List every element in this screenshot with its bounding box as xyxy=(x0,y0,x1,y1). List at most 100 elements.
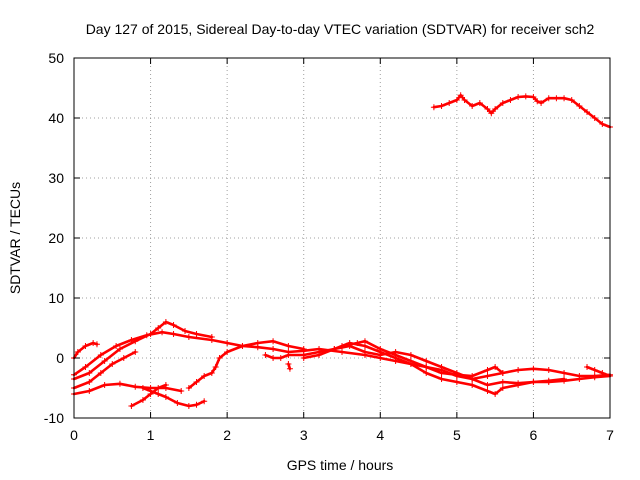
data-point xyxy=(499,370,506,376)
x-tick-label: 4 xyxy=(376,427,384,443)
data-point xyxy=(286,365,293,372)
data-point xyxy=(461,97,468,103)
data-point xyxy=(97,352,104,358)
data-point xyxy=(576,103,583,109)
series-trace-8 xyxy=(185,338,307,391)
data-point xyxy=(488,110,495,117)
data-point xyxy=(584,109,591,115)
series-trace-7 xyxy=(139,385,208,409)
data-point xyxy=(545,95,552,102)
data-point xyxy=(492,364,499,370)
data-point xyxy=(591,115,598,121)
x-axis-label: GPS time / hours xyxy=(287,457,394,473)
data-point xyxy=(116,346,123,352)
data-point xyxy=(561,370,568,376)
data-series xyxy=(71,92,613,409)
series-line xyxy=(187,339,305,390)
data-point xyxy=(438,103,445,109)
data-point xyxy=(162,319,169,325)
data-point xyxy=(438,364,445,370)
data-point xyxy=(469,382,476,388)
data-point xyxy=(534,98,541,105)
x-tick-label: 5 xyxy=(453,427,461,443)
data-point xyxy=(507,97,514,103)
y-tick-label: 20 xyxy=(48,230,64,246)
data-point xyxy=(438,370,445,376)
data-point xyxy=(499,379,506,385)
data-point xyxy=(484,382,491,388)
data-point xyxy=(599,370,606,376)
series-line xyxy=(432,93,612,129)
data-point xyxy=(361,349,368,355)
data-point xyxy=(499,385,506,391)
series-line xyxy=(72,330,612,381)
data-point xyxy=(170,331,177,337)
data-point xyxy=(116,380,123,387)
data-point xyxy=(193,331,200,337)
data-point xyxy=(185,403,192,409)
data-point xyxy=(530,379,537,385)
data-point xyxy=(484,373,491,379)
data-point xyxy=(285,361,292,367)
data-point xyxy=(469,103,476,109)
series-line xyxy=(585,365,612,378)
data-point xyxy=(407,352,414,358)
data-point xyxy=(599,121,606,127)
data-point xyxy=(254,340,261,346)
data-point xyxy=(568,97,575,103)
data-point xyxy=(584,364,591,370)
data-point xyxy=(331,346,338,352)
data-point xyxy=(101,382,108,388)
data-point xyxy=(113,343,120,349)
data-point xyxy=(170,322,177,328)
data-point xyxy=(277,355,284,361)
grid-lines xyxy=(74,58,610,418)
data-point xyxy=(239,343,246,349)
data-point xyxy=(159,329,166,336)
data-point xyxy=(216,355,223,361)
data-point xyxy=(469,373,476,379)
series-trace-2 xyxy=(71,340,100,361)
data-point xyxy=(300,355,307,361)
data-point xyxy=(515,382,522,388)
data-point xyxy=(90,340,97,346)
data-point xyxy=(132,338,139,345)
data-point xyxy=(361,338,368,345)
data-point xyxy=(201,373,208,379)
data-point xyxy=(178,388,185,394)
data-point xyxy=(270,355,277,361)
data-point xyxy=(139,397,146,403)
series-trace-14 xyxy=(285,361,293,372)
data-point xyxy=(162,394,169,400)
data-point xyxy=(285,352,292,358)
data-point xyxy=(212,364,219,370)
data-point xyxy=(484,367,491,373)
data-point xyxy=(561,376,568,382)
chart-title: Day 127 of 2015, Sidereal Day-to-day VTE… xyxy=(86,21,595,37)
data-point xyxy=(132,349,139,355)
x-tick-labels: 0 1 2 3 4 5 6 7 xyxy=(70,427,614,443)
series-trace-1 xyxy=(71,329,613,382)
data-point xyxy=(101,358,108,364)
axis-ticks xyxy=(73,57,611,419)
data-point xyxy=(208,370,215,376)
data-point xyxy=(492,106,499,112)
data-point xyxy=(86,370,93,376)
data-point xyxy=(82,343,89,349)
data-point xyxy=(86,388,93,394)
data-point xyxy=(484,106,491,112)
series-trace-11 xyxy=(339,338,506,379)
data-point xyxy=(553,95,560,102)
data-point xyxy=(174,400,181,406)
series-trace-10 xyxy=(300,340,568,397)
data-point xyxy=(530,94,537,100)
data-point xyxy=(339,349,345,355)
x-tick-label: 6 xyxy=(530,427,538,443)
series-line xyxy=(72,350,137,390)
data-point xyxy=(430,104,437,111)
data-point xyxy=(139,385,146,391)
data-point xyxy=(120,355,127,361)
data-point xyxy=(453,97,460,103)
data-point xyxy=(132,383,139,390)
data-point xyxy=(515,367,522,373)
